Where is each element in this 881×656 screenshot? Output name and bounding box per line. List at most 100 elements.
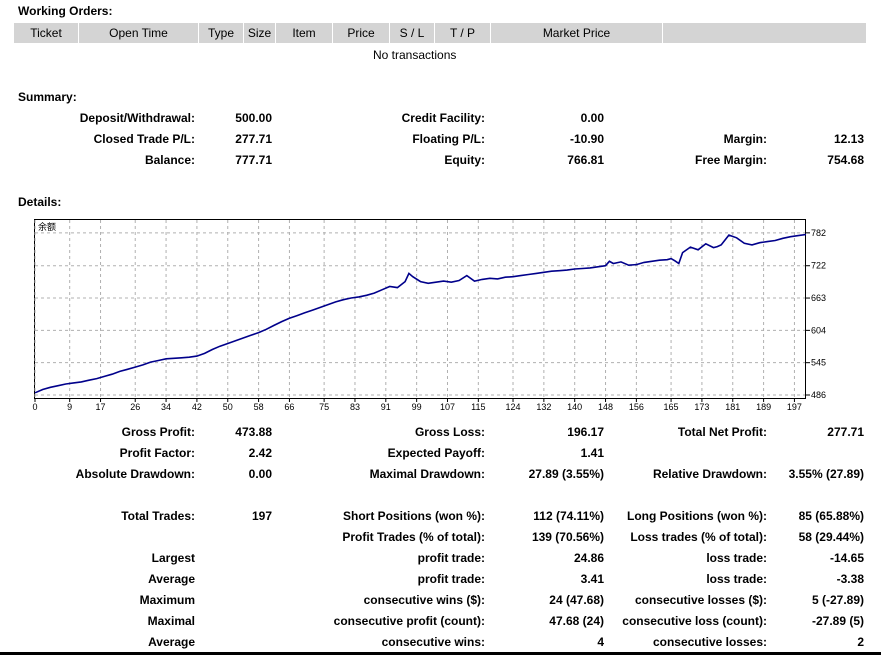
gross-loss-value: 196.17 (567, 425, 604, 439)
balance-chart: 486 545 604 663 722 782 0 9 17 26 34 42 50 58 66 75 83 91… (32, 219, 826, 412)
maximal-cons-profit-label: consecutive profit (count): (333, 614, 485, 628)
balance-chart-svg: 486 545 604 663 722 782 0 9 17 26 34 42 50 58 66 75 83 91… (32, 219, 826, 412)
loss-trades-value: 58 (29.44%) (798, 530, 864, 544)
average-loss-value: -3.38 (836, 572, 864, 586)
x-tick-label: 173 (694, 402, 709, 412)
average-label: Average (148, 572, 195, 586)
long-positions-value: 85 (65.88%) (798, 509, 864, 523)
working-orders-header: Ticket Open Time Type Size Item Price S … (14, 23, 866, 43)
x-tick-label: 148 (598, 402, 613, 412)
gross-loss-label: Gross Loss: (414, 425, 485, 439)
details-title: Details: (18, 195, 62, 209)
maximal-cons-loss-label: consecutive loss (count): (622, 614, 767, 628)
x-tick-label: 91 (381, 402, 391, 412)
x-tick-label: 115 (471, 402, 485, 412)
balance-line (34, 233, 807, 394)
total-trades-label: Total Trades: (121, 509, 195, 523)
loss-trades-label: Loss trades (% of total): (630, 530, 767, 544)
x-tick-label: 181 (725, 402, 740, 412)
absolute-drawdown-value: 0.00 (248, 467, 272, 481)
deposit-value: 500.00 (235, 111, 272, 125)
x-tick-label: 9 (67, 402, 72, 412)
credit-value: 0.00 (580, 111, 604, 125)
free-margin-label: Free Margin: (694, 153, 767, 167)
absolute-drawdown-label: Absolute Drawdown: (75, 467, 195, 481)
relative-drawdown-label: Relative Drawdown: (652, 467, 767, 481)
max-cons-wins-value: 24 (47.68) (549, 593, 604, 607)
closed-pl-value: 277.71 (235, 132, 272, 146)
avg-cons-wins-label: consecutive wins: (381, 635, 485, 649)
expected-payoff-value: 1.41 (580, 446, 604, 460)
col-sl[interactable]: S / L (390, 23, 435, 43)
largest-profit-value: 24.86 (573, 551, 604, 565)
col-ticket[interactable]: Ticket (14, 23, 79, 43)
x-tick-label: 140 (567, 402, 582, 412)
x-tick-label: 99 (412, 402, 422, 412)
expected-payoff-label: Expected Payoff: (387, 446, 485, 460)
deposit-label: Deposit/Withdrawal: (79, 111, 195, 125)
y-tick-label: 486 (811, 390, 826, 400)
gross-profit-label: Gross Profit: (121, 425, 195, 439)
col-item[interactable]: Item (276, 23, 333, 43)
x-tick-label: 58 (254, 402, 264, 412)
profit-factor-label: Profit Factor: (119, 446, 195, 460)
summary-title: Summary: (18, 90, 77, 104)
x-tick-label: 132 (536, 402, 551, 412)
free-margin-value: 754.68 (827, 153, 864, 167)
col-size[interactable]: Size (244, 23, 276, 43)
total-net-profit-label: Total Net Profit: (677, 425, 767, 439)
y-tick-label: 604 (811, 325, 826, 335)
col-open-time[interactable]: Open Time (79, 23, 199, 43)
x-tick-label: 189 (756, 402, 771, 412)
x-tick-label: 75 (319, 402, 329, 412)
col-price[interactable]: Price (333, 23, 390, 43)
maximal-drawdown-value: 27.89 (3.55%) (528, 467, 604, 481)
average-profit-label: profit trade: (417, 572, 485, 586)
balance-value: 777.71 (235, 153, 272, 167)
total-net-profit-value: 277.71 (827, 425, 864, 439)
max-cons-losses-label: consecutive losses ($): (634, 593, 767, 607)
maximal-cons-loss-value: -27.89 (5) (811, 614, 864, 628)
x-tick-label: 0 (32, 402, 37, 412)
balance-label: Balance: (144, 153, 195, 167)
no-transactions-text: No transactions (373, 48, 457, 62)
x-tick-label: 197 (787, 402, 802, 412)
max-cons-losses-value: 5 (-27.89) (811, 593, 864, 607)
closed-pl-label: Closed Trade P/L: (93, 132, 195, 146)
y-tick-label: 663 (811, 293, 826, 303)
x-tick-label: 124 (506, 402, 521, 412)
x-tick-label: 50 (223, 402, 233, 412)
floating-pl-value: -10.90 (569, 132, 604, 146)
long-positions-label: Long Positions (won %): (627, 509, 767, 523)
y-tick-label: 545 (811, 358, 826, 368)
x-tick-label: 107 (440, 402, 455, 412)
x-tick-label: 66 (284, 402, 294, 412)
average-profit-value: 3.41 (580, 572, 604, 586)
floating-pl-label: Floating P/L: (412, 132, 485, 146)
average-loss-label: loss trade: (706, 572, 767, 586)
col-type[interactable]: Type (199, 23, 244, 43)
margin-label: Margin: (723, 132, 767, 146)
profit-factor-value: 2.42 (248, 446, 272, 460)
avg-cons-losses-label: consecutive losses: (652, 635, 767, 649)
x-tick-label: 34 (161, 402, 171, 412)
y-tick-label: 782 (811, 228, 826, 238)
x-tick-label: 26 (130, 402, 140, 412)
largest-loss-label: loss trade: (706, 551, 767, 565)
maximal-label: Maximal (147, 614, 195, 628)
avg-cons-wins-value: 4 (597, 635, 604, 649)
col-tp[interactable]: T / P (435, 23, 491, 43)
x-tick-label: 156 (629, 402, 644, 412)
bottom-divider (0, 652, 881, 655)
x-tick-label: 165 (664, 402, 679, 412)
maximal-drawdown-label: Maximal Drawdown: (369, 467, 485, 481)
equity-value: 766.81 (567, 153, 604, 167)
largest-label: Largest (151, 551, 195, 565)
y-tick-label: 722 (811, 261, 826, 271)
x-tick-label: 17 (96, 402, 106, 412)
col-market-price[interactable]: Market Price (491, 23, 663, 43)
relative-drawdown-value: 3.55% (27.89) (788, 467, 864, 481)
equity-label: Equity: (444, 153, 485, 167)
credit-label: Credit Facility: (401, 111, 485, 125)
largest-loss-value: -14.65 (829, 551, 864, 565)
